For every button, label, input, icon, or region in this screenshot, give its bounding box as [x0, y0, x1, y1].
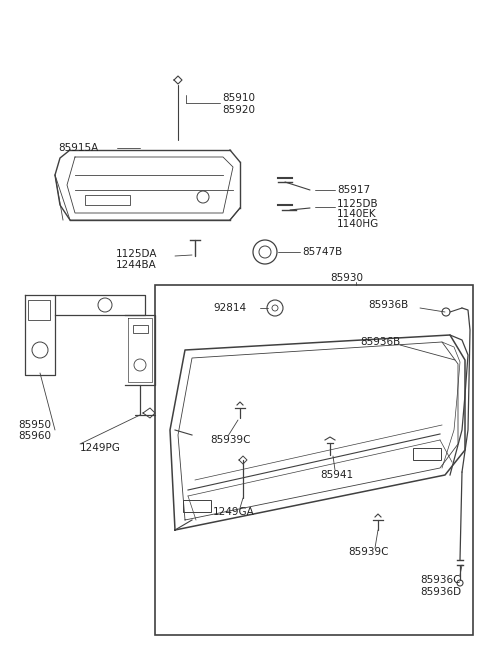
Text: 92814: 92814 [213, 303, 246, 313]
Text: 85910: 85910 [222, 93, 255, 103]
Text: 85941: 85941 [320, 470, 353, 480]
Text: 85960: 85960 [18, 431, 51, 441]
Text: 1125DA: 1125DA [116, 249, 157, 259]
Text: 85939C: 85939C [348, 547, 388, 557]
Text: 85950: 85950 [18, 420, 51, 430]
Text: 85936B: 85936B [368, 300, 408, 310]
Bar [28, 300, 50, 320]
Text: 1140EK: 1140EK [337, 209, 377, 219]
Text: 85920: 85920 [222, 105, 255, 115]
Text: 1140HG: 1140HG [337, 219, 379, 229]
Text: 85930: 85930 [330, 273, 363, 283]
Text: 1125DB: 1125DB [337, 199, 379, 209]
Text: 1249GA: 1249GA [213, 507, 255, 517]
Text: 85936B: 85936B [360, 337, 400, 347]
Text: 1249PG: 1249PG [80, 443, 121, 453]
Text: 85936D: 85936D [420, 587, 461, 597]
Text: 85939C: 85939C [210, 435, 251, 445]
Bar [155, 285, 473, 635]
Bar [133, 325, 148, 333]
Text: 85915A: 85915A [58, 143, 98, 153]
Text: 85747B: 85747B [302, 247, 342, 257]
Bar [413, 448, 441, 460]
Text: 85936C: 85936C [420, 575, 460, 585]
Text: 1244BA: 1244BA [116, 260, 157, 270]
Text: 85917: 85917 [337, 185, 370, 195]
Bar [183, 500, 211, 512]
Bar [85, 195, 130, 205]
